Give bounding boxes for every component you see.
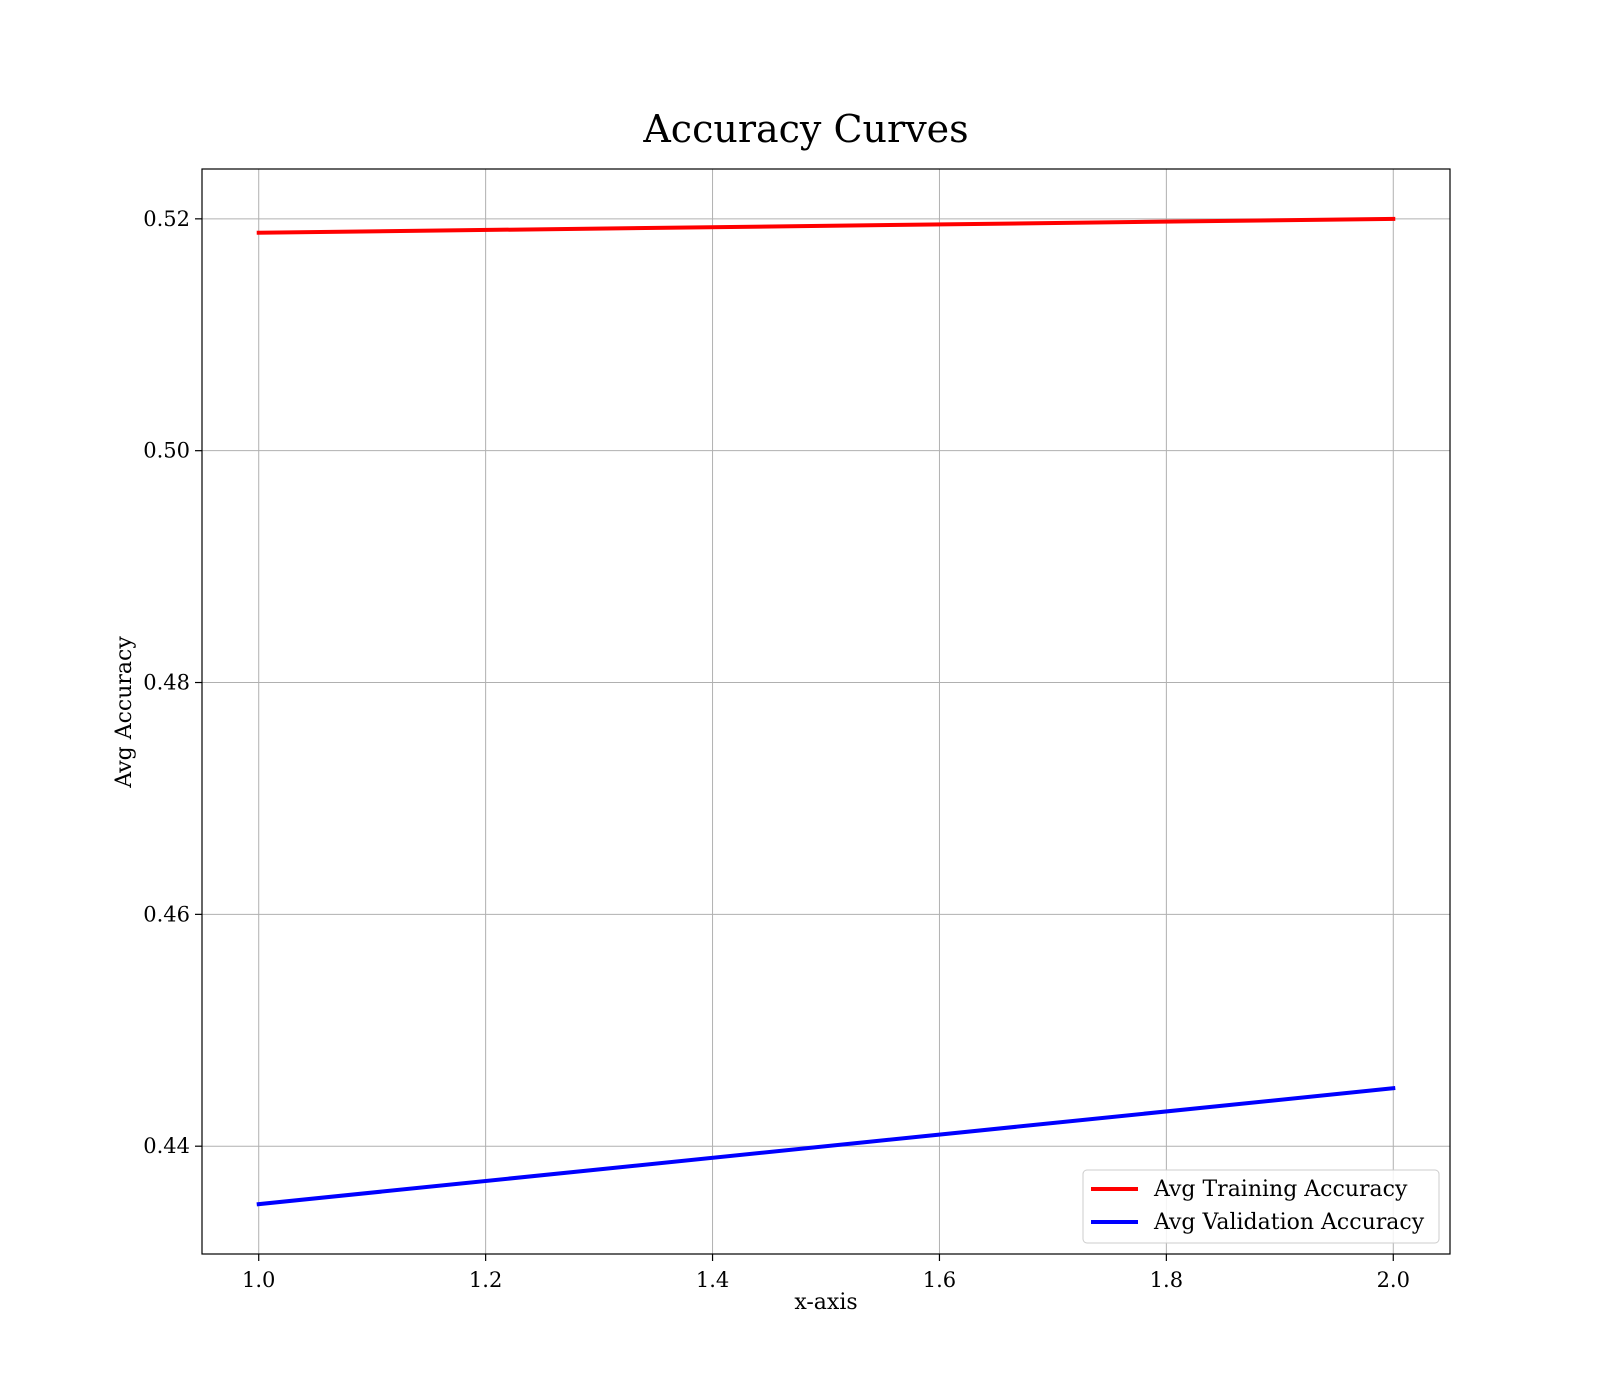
grid	[202, 169, 1450, 1254]
legend: Avg Training Accuracy Avg Validation Acc…	[1082, 1169, 1440, 1244]
y-tick-label: 0.46	[143, 902, 190, 926]
x-tick-label: 1.8	[1150, 1268, 1183, 1292]
x-tick-label: 1.0	[242, 1268, 275, 1292]
legend-label-validation: Avg Validation Accuracy	[1153, 1210, 1425, 1235]
training-accuracy-line	[256, 216, 1396, 235]
x-tick-label: 1.4	[696, 1268, 729, 1292]
x-tick-label: 1.6	[923, 1268, 956, 1292]
x-tick-label: 1.2	[469, 1268, 502, 1292]
y-tick-label: 0.50	[143, 439, 190, 463]
x-ticks: 1.0 1.2 1.4 1.6 1.8 2.0	[242, 1254, 1410, 1292]
y-tick-label: 0.44	[143, 1134, 190, 1158]
y-tick-label: 0.48	[143, 671, 190, 695]
y-tick-label: 0.52	[143, 207, 190, 231]
legend-label-training: Avg Training Accuracy	[1153, 1177, 1408, 1202]
y-ticks: 0.44 0.46 0.48 0.50 0.52	[143, 207, 202, 1158]
legend-box	[1082, 1169, 1440, 1244]
plot-frame	[201, 168, 1451, 1255]
chart-title: Accuracy Curves	[642, 107, 968, 151]
x-tick-label: 2.0	[1377, 1268, 1410, 1292]
x-axis-label: x-axis	[794, 1290, 857, 1315]
series-layer	[256, 216, 1396, 1207]
y-axis-label: Avg Accuracy	[112, 636, 137, 789]
validation-accuracy-line	[256, 1086, 1396, 1207]
